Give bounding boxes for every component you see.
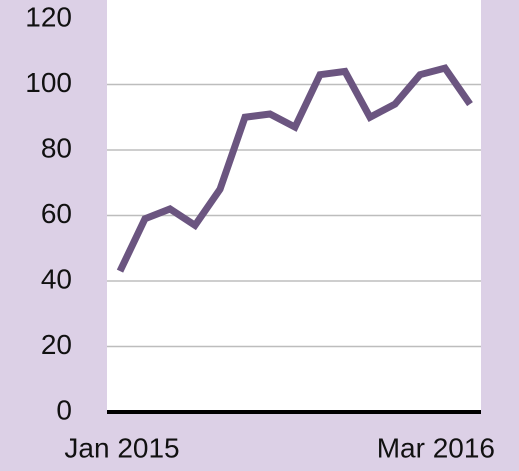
y-tick-label: 100 — [25, 67, 72, 98]
y-tick-label: 40 — [41, 263, 72, 294]
line-series — [116, 64, 473, 273]
y-tick-label: 80 — [41, 132, 72, 163]
x-tick-label: Jan 2015 — [64, 432, 179, 463]
x-tick-label: Mar 2016 — [377, 432, 495, 463]
y-tick-label: 120 — [25, 1, 72, 32]
y-tick-label: 20 — [41, 329, 72, 360]
plot-area — [107, 0, 481, 412]
y-tick-label: 0 — [56, 394, 72, 425]
y-tick-label: 60 — [41, 198, 72, 229]
